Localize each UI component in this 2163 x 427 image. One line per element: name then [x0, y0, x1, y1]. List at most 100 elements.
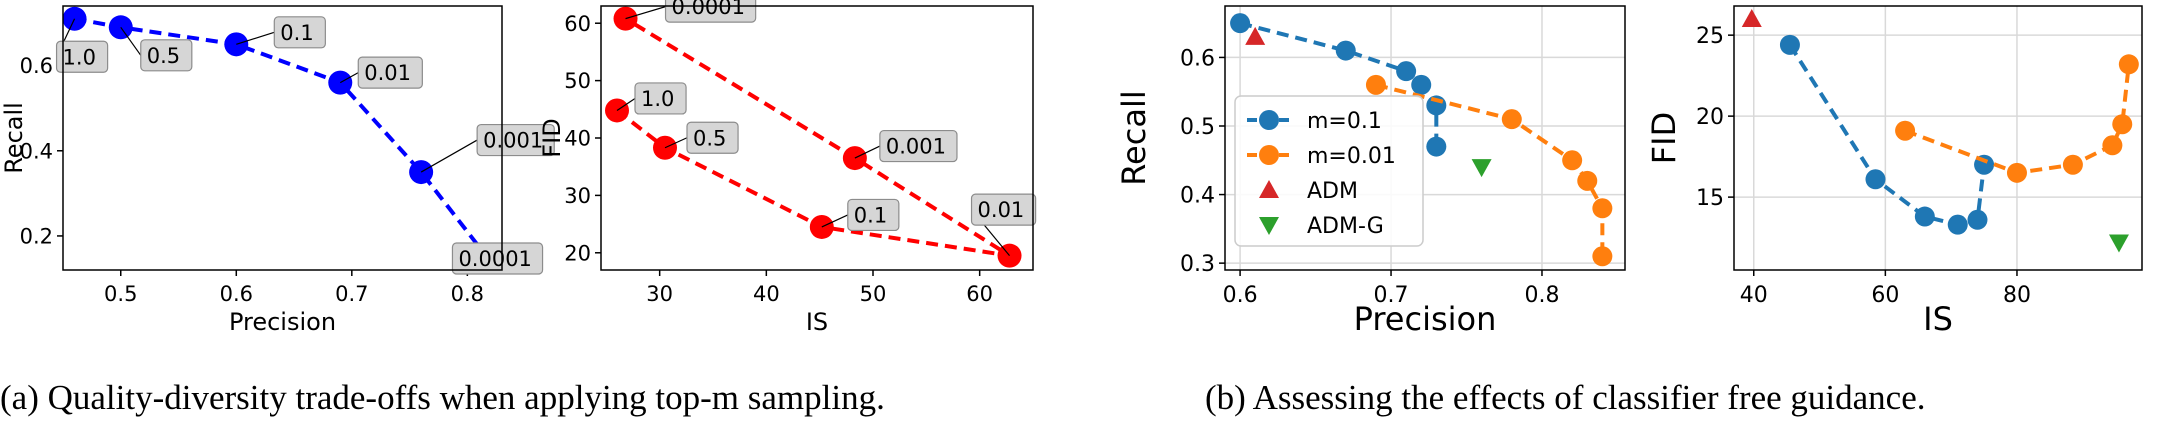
chart-2: 30 40 50 60 20 30 40 50 60 IS FID 1.0 0.5 0.1 0.01 0.00…: [538, 0, 1037, 336]
y-tick-label: 60: [564, 12, 591, 36]
annotation-label: 0.01: [364, 61, 411, 85]
data-point: [2006, 162, 2027, 183]
annotation-label: 0.0001: [672, 0, 745, 19]
y-tick-label: 0.3: [1180, 252, 1215, 277]
annotation-label: 0.1: [280, 21, 313, 45]
caption-a: (a) Quality-diversity trade-offs when ap…: [0, 378, 885, 417]
data-point-triangle-up: [1741, 8, 1762, 27]
annotation-box: [847, 198, 900, 232]
data-point: [108, 15, 133, 40]
x-axis-label: IS: [806, 308, 828, 336]
x-tick-label: 0.8: [1524, 283, 1559, 308]
data-point: [1396, 61, 1417, 82]
annotation-box: [140, 39, 193, 72]
data-point-triangle-up: [1245, 26, 1266, 45]
legend-marker: [1259, 145, 1279, 165]
data-point: [1426, 136, 1447, 157]
y-tick-label: 0.6: [20, 54, 53, 78]
annotation-leader: [625, 6, 666, 20]
annotation-box: [357, 56, 423, 89]
axes-frame: [62, 5, 503, 271]
annotation-label: 1.0: [641, 87, 674, 111]
x-tick-label: 40: [1740, 283, 1768, 308]
x-tick-label: 0.6: [1223, 283, 1258, 308]
annotation-label: 0.5: [147, 44, 180, 68]
y-axis-label: Recall: [0, 102, 28, 174]
x-tick-label: 0.7: [335, 282, 368, 306]
y-tick-label: 20: [564, 241, 591, 265]
legend-label: ADM: [1307, 179, 1358, 204]
annotation-leader: [854, 145, 881, 159]
x-tick-label: 60: [1871, 283, 1899, 308]
series-line: [74, 16, 493, 263]
annotation-label: 1.0: [63, 45, 96, 69]
data-point: [1501, 109, 1522, 130]
data-point: [2112, 114, 2133, 135]
legend-label: m=0.01: [1307, 144, 1396, 169]
annotation-label: 0.5: [693, 126, 726, 150]
axes-frame: [1224, 5, 1626, 271]
chart-4: 40 60 80 15 20 25 IS FID: [1645, 5, 2143, 338]
y-tick-label: 15: [1696, 186, 1724, 211]
y-tick-label: 0.5: [1180, 115, 1215, 140]
data-point: [2102, 135, 2123, 156]
y-tick-label: 0.4: [1180, 183, 1215, 208]
y-axis-label: FID: [1645, 112, 1683, 164]
annotation-label: 0.0001: [458, 247, 531, 271]
chart-3: 0.6 0.7 0.8 0.3 0.4 0.5 0.6 Precision Recall m=0.…: [1115, 5, 1626, 338]
annotation-box: [686, 121, 739, 154]
x-axis-label: Precision: [1354, 300, 1497, 338]
annotation-leader: [420, 139, 478, 173]
annotation-label: 0.1: [854, 204, 887, 228]
y-tick-label: 0.4: [20, 139, 53, 163]
annotation-leader: [339, 72, 359, 84]
data-point: [1562, 150, 1583, 171]
annotation-label: 0.01: [978, 198, 1025, 222]
data-point: [1947, 214, 1968, 235]
legend-marker: [1259, 110, 1279, 130]
x-tick-label: 0.8: [451, 282, 484, 306]
x-axis-label: Precision: [229, 308, 336, 336]
y-tick-label: 25: [1696, 24, 1724, 49]
legend-label: m=0.1: [1307, 109, 1382, 134]
data-point: [1411, 74, 1432, 95]
annotation-leader: [664, 137, 688, 149]
data-point: [1865, 169, 1886, 190]
legend: [1234, 95, 1424, 247]
y-tick-label: 30: [564, 184, 591, 208]
y-axis-label: Recall: [1115, 90, 1153, 185]
data-point: [1779, 34, 1800, 55]
y-tick-label: 50: [564, 69, 591, 93]
annotation-box: [634, 82, 687, 115]
x-tick-label: 40: [753, 282, 780, 306]
data-point: [1895, 120, 1916, 141]
x-tick-label: 60: [966, 282, 993, 306]
data-point-triangle-down: [2108, 234, 2129, 253]
legend-marker-triangle-down: [1259, 217, 1279, 235]
y-tick-label: 0.6: [1180, 46, 1215, 71]
y-tick-label: 20: [1696, 105, 1724, 130]
data-point: [2062, 154, 2083, 175]
data-point-triangle-down: [1471, 159, 1492, 178]
data-point: [1967, 209, 1988, 230]
annotation-box: [55, 40, 109, 73]
annotation-leader: [616, 97, 636, 111]
annotation-leader: [821, 214, 849, 228]
data-point: [1592, 198, 1613, 219]
axes-frame: [1733, 5, 2143, 271]
legend-label: ADM-G: [1307, 214, 1384, 239]
data-point: [1335, 40, 1356, 61]
data-point: [1577, 170, 1598, 191]
axes-frame: [600, 5, 1034, 271]
data-point: [1914, 206, 1935, 227]
annotation-leader: [236, 31, 275, 45]
caption-b: (b) Assessing the effects of classifier …: [1205, 378, 1926, 417]
x-tick-label: 50: [860, 282, 887, 306]
annotation-box: [273, 16, 326, 49]
x-tick-label: 80: [2003, 283, 2031, 308]
data-point: [1365, 74, 1386, 95]
annotation-box: [970, 193, 1037, 226]
annotation-label: 0.001: [483, 129, 543, 153]
data-point: [1230, 13, 1251, 34]
